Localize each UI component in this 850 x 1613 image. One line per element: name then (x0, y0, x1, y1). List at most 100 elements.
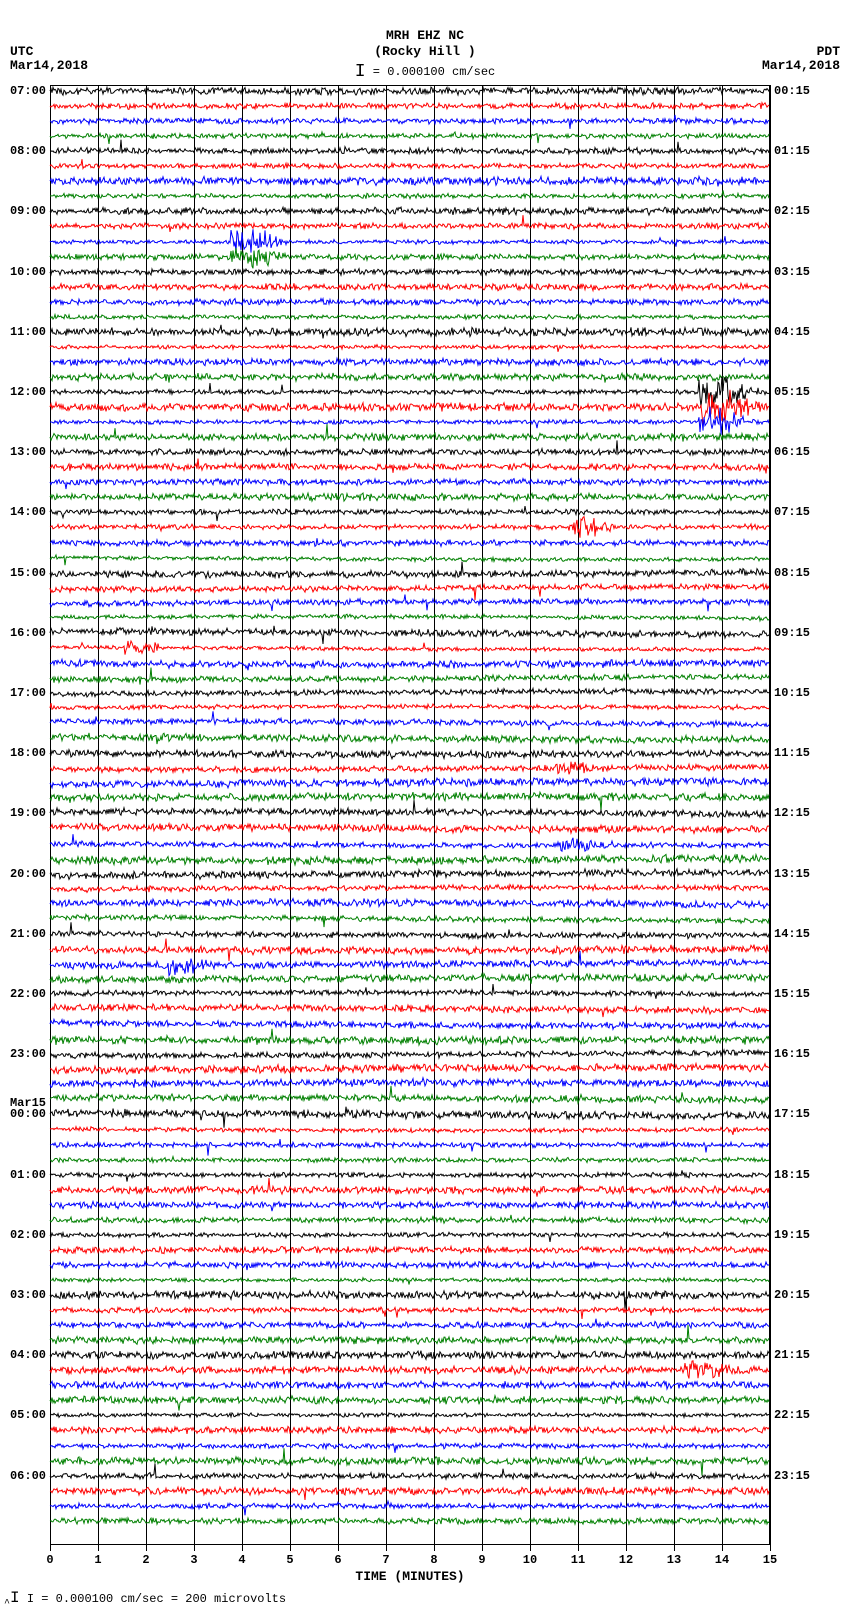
vgrid-line (242, 85, 243, 1545)
xaxis-label: 4 (238, 1553, 245, 1567)
left-time-label: 08:00 (10, 144, 46, 158)
xaxis-label: 6 (334, 1553, 341, 1567)
xaxis-label: 8 (430, 1553, 437, 1567)
scale-indicator: I = 0.000100 cm/sec (355, 62, 495, 82)
vgrid-line (674, 85, 675, 1545)
seismogram-container: MRH EHZ NC (Rocky Hill ) I = 0.000100 cm… (0, 0, 850, 1613)
right-time-label: 04:15 (774, 325, 810, 339)
left-time-label: 17:00 (10, 686, 46, 700)
right-time-label: 01:15 (774, 144, 810, 158)
xaxis-tick (626, 1545, 627, 1551)
vgrid-line (722, 85, 723, 1545)
xaxis-tick (98, 1545, 99, 1551)
left-time-label: 13:00 (10, 445, 46, 459)
xaxis-tick (386, 1545, 387, 1551)
xaxis-tick (530, 1545, 531, 1551)
right-time-label: 21:15 (774, 1348, 810, 1362)
vgrid-line (50, 85, 51, 1545)
vgrid-line (146, 85, 147, 1545)
footer-text: I = 0.000100 cm/sec = 200 microvolts (27, 1592, 286, 1606)
xaxis-tick (242, 1545, 243, 1551)
right-time-label: 07:15 (774, 505, 810, 519)
left-time-label: 00:00 (10, 1107, 46, 1121)
seismogram-plot: TIME (MINUTES) 012345678910111213141507:… (50, 85, 770, 1545)
xaxis-tick (770, 1545, 771, 1551)
xaxis-label: 3 (190, 1553, 197, 1567)
xaxis-tick (338, 1545, 339, 1551)
xaxis-tick (674, 1545, 675, 1551)
vgrid-line (482, 85, 483, 1545)
xaxis-tick (50, 1545, 51, 1551)
left-time-label: 16:00 (10, 626, 46, 640)
xaxis-label: 0 (46, 1553, 53, 1567)
footer-scale: ^I I = 0.000100 cm/sec = 200 microvolts (4, 1589, 286, 1609)
vgrid-line (770, 85, 771, 1545)
right-time-label: 13:15 (774, 867, 810, 881)
left-time-label: 11:00 (10, 325, 46, 339)
vgrid-line (290, 85, 291, 1545)
right-time-label: 14:15 (774, 927, 810, 941)
xaxis-label: 13 (667, 1553, 681, 1567)
right-time-label: 03:15 (774, 265, 810, 279)
right-time-label: 18:15 (774, 1168, 810, 1182)
right-time-label: 12:15 (774, 806, 810, 820)
right-time-label: 00:15 (774, 84, 810, 98)
xaxis-label: 12 (619, 1553, 633, 1567)
right-time-label: 05:15 (774, 385, 810, 399)
right-time-label: 09:15 (774, 626, 810, 640)
right-time-label: 06:15 (774, 445, 810, 459)
right-time-label: 23:15 (774, 1469, 810, 1483)
left-time-label: 01:00 (10, 1168, 46, 1182)
left-time-label: 06:00 (10, 1469, 46, 1483)
left-time-label: 20:00 (10, 867, 46, 881)
left-time-label: 02:00 (10, 1228, 46, 1242)
xaxis-tick (722, 1545, 723, 1551)
timezone-right: PDT (817, 44, 840, 59)
xaxis-tick (146, 1545, 147, 1551)
xaxis-label: 7 (382, 1553, 389, 1567)
vgrid-line (530, 85, 531, 1545)
right-time-label: 17:15 (774, 1107, 810, 1121)
left-time-label: 10:00 (10, 265, 46, 279)
right-time-label: 22:15 (774, 1408, 810, 1422)
xaxis-tick (482, 1545, 483, 1551)
left-time-label: 04:00 (10, 1348, 46, 1362)
scale-text: = 0.000100 cm/sec (373, 65, 495, 79)
left-time-label: 05:00 (10, 1408, 46, 1422)
xaxis-label: 9 (478, 1553, 485, 1567)
vgrid-line (338, 85, 339, 1545)
left-time-label: 21:00 (10, 927, 46, 941)
xaxis-tick (194, 1545, 195, 1551)
date-right: Mar14,2018 (762, 58, 840, 73)
timezone-left: UTC (10, 44, 33, 59)
vgrid-line (194, 85, 195, 1545)
date-left: Mar14,2018 (10, 58, 88, 73)
xaxis-label: 11 (571, 1553, 585, 1567)
plot-border (50, 85, 770, 1545)
vgrid-line (578, 85, 579, 1545)
left-time-label: 14:00 (10, 505, 46, 519)
left-time-label: 03:00 (10, 1288, 46, 1302)
vgrid-line (434, 85, 435, 1545)
left-time-label: 09:00 (10, 204, 46, 218)
left-time-label: 12:00 (10, 385, 46, 399)
left-time-label: 22:00 (10, 987, 46, 1001)
right-time-label: 02:15 (774, 204, 810, 218)
left-time-label: 19:00 (10, 806, 46, 820)
station-name: (Rocky Hill ) (0, 44, 850, 59)
left-time-label: 15:00 (10, 566, 46, 580)
scale-bar-icon: I (355, 62, 366, 82)
xaxis-label: 10 (523, 1553, 537, 1567)
vgrid-line (626, 85, 627, 1545)
xaxis-label: 15 (763, 1553, 777, 1567)
xaxis-title: TIME (MINUTES) (50, 1569, 770, 1584)
right-time-label: 16:15 (774, 1047, 810, 1061)
xaxis-tick (578, 1545, 579, 1551)
right-time-label: 20:15 (774, 1288, 810, 1302)
xaxis-label: 2 (142, 1553, 149, 1567)
right-time-label: 19:15 (774, 1228, 810, 1242)
right-time-label: 08:15 (774, 566, 810, 580)
station-code: MRH EHZ NC (0, 28, 850, 43)
right-time-label: 15:15 (774, 987, 810, 1001)
xaxis-label: 1 (94, 1553, 101, 1567)
